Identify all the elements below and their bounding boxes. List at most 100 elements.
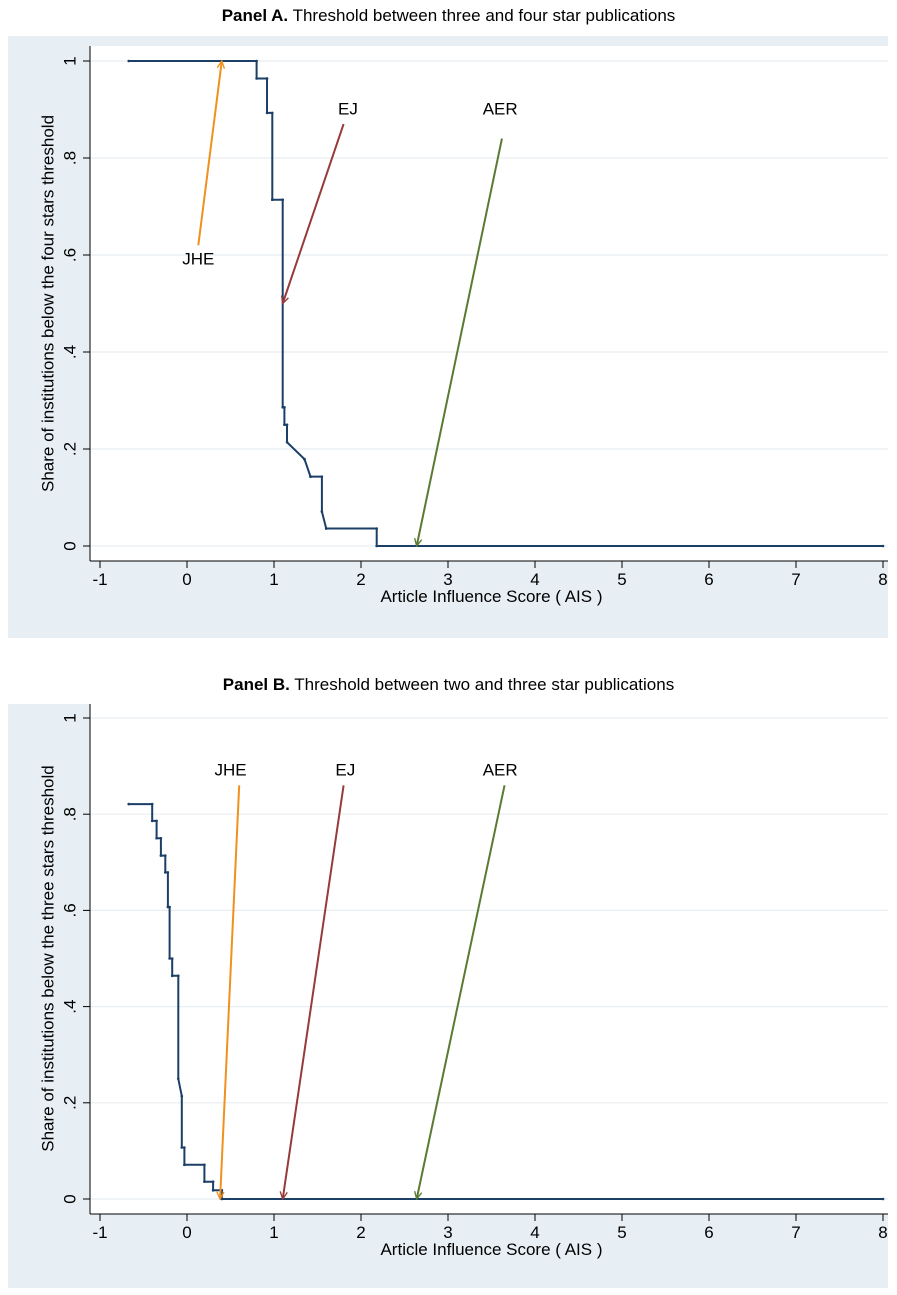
- aer-label: AER: [483, 761, 518, 780]
- series-point: [283, 423, 286, 427]
- y-tick-label: .2: [61, 442, 80, 456]
- x-tick-label: 7: [791, 1223, 800, 1242]
- ej-label: EJ: [338, 99, 358, 118]
- x-tick-label: 3: [443, 570, 452, 589]
- y-tick-label: .8: [61, 807, 80, 821]
- series-point: [881, 544, 885, 548]
- y-tick-label: 1: [61, 56, 80, 65]
- series-point: [255, 59, 258, 63]
- series-point: [270, 198, 274, 202]
- x-tick-label: 5: [617, 1223, 626, 1242]
- panel-a-title-bold: Panel A.: [221, 6, 289, 25]
- panel-a-title: Panel A. Threshold between three and fou…: [0, 6, 897, 26]
- series-point: [168, 905, 171, 909]
- series-point: [281, 198, 285, 202]
- series-point: [283, 405, 286, 409]
- series-point: [183, 1146, 186, 1149]
- series-point: [168, 957, 171, 960]
- y-tick-label: 0: [61, 541, 80, 550]
- x-tick-label: 8: [878, 1223, 887, 1242]
- series-point: [203, 1163, 206, 1167]
- aer-arrow: [417, 138, 503, 546]
- series-point: [285, 423, 289, 427]
- series-point: [180, 1094, 184, 1098]
- jhe-arrow: [197, 61, 221, 246]
- x-tick-label: 2: [356, 570, 365, 589]
- ej-label: EJ: [335, 761, 355, 780]
- y-tick-label: .4: [61, 1000, 80, 1014]
- series-point: [163, 854, 167, 857]
- y-tick-label: .2: [61, 1096, 80, 1110]
- x-tick-label: 7: [791, 570, 800, 589]
- x-axis-label: Article Influence Score ( AIS ): [380, 1240, 602, 1259]
- x-tick-label: 0: [182, 570, 191, 589]
- panel-a: 0 .2 .4 .6 .8 1 -1 0 1 2 3 4 5 6 7 8 Article Influence S…: [8, 36, 893, 638]
- x-tick-label: 4: [530, 1223, 539, 1242]
- series-point: [170, 974, 174, 978]
- series-point: [255, 77, 258, 80]
- series-point: [375, 544, 378, 548]
- ej-arrow: [283, 785, 345, 1199]
- series-point: [320, 510, 324, 513]
- y-tick-label: .6: [61, 248, 80, 262]
- panel-a-chart: 0 .2 .4 .6 .8 1 -1 0 1 2 3 4 5 6 7 8 Article Influence S…: [8, 36, 893, 638]
- series-point: [285, 440, 289, 444]
- series-point: [159, 854, 163, 857]
- series-point: [265, 111, 269, 115]
- x-tick-label: 2: [356, 1223, 365, 1242]
- series-point: [211, 1189, 215, 1192]
- y-tick-label: .6: [61, 903, 80, 917]
- y-tick-label: .8: [61, 151, 80, 165]
- x-axis-label: Article Influence Score ( AIS ): [380, 587, 602, 606]
- y-tick-label: 1: [61, 713, 80, 722]
- x-tick-label: 5: [617, 570, 626, 589]
- y-tick-label: 0: [61, 1194, 80, 1203]
- x-tick-label: -1: [92, 1223, 107, 1242]
- series-point: [150, 819, 154, 823]
- series-point: [324, 527, 328, 530]
- x-tick-label: 8: [878, 570, 887, 589]
- series-point: [183, 1163, 186, 1167]
- series-point: [180, 1146, 184, 1149]
- series-point: [320, 475, 324, 478]
- series-point: [303, 457, 306, 461]
- x-tick-label: 6: [704, 1223, 713, 1242]
- panel-b-title-text: Threshold between two and three star pub…: [294, 675, 675, 694]
- jhe-label: JHE: [182, 250, 214, 269]
- series-point: [375, 527, 378, 530]
- plot-area: [90, 46, 893, 561]
- x-tick-label: -1: [92, 570, 107, 589]
- panel-b: 0 .2 .4 .6 .8 1 -1 0 1 2 3 4 5 6 7 8 Article Influence S…: [8, 703, 893, 1288]
- x-tick-label: 6: [704, 570, 713, 589]
- aer-arrow: [417, 785, 506, 1199]
- step-series-line: [128, 803, 883, 1200]
- series-point: [270, 111, 274, 115]
- x-tick-label: 4: [530, 570, 539, 589]
- y-axis-label: Share of institutions below the four sta…: [39, 115, 58, 492]
- series-point: [211, 1180, 215, 1183]
- panel-b-title: Panel B. Threshold between two and three…: [0, 675, 897, 695]
- ej-arrow: [283, 123, 345, 303]
- series-point: [155, 819, 158, 823]
- series-point: [163, 871, 167, 874]
- x-tick-label: 1: [269, 570, 278, 589]
- series-point: [155, 836, 158, 840]
- series-point: [309, 475, 312, 478]
- series-point: [177, 974, 180, 978]
- jhe-label: JHE: [214, 761, 246, 780]
- series-point: [127, 59, 131, 63]
- panel-b-title-bold: Panel B.: [222, 675, 290, 694]
- y-tick-label: .4: [61, 345, 80, 359]
- series-point: [127, 802, 131, 806]
- x-tick-label: 3: [443, 1223, 452, 1242]
- panel-a-title-text: Threshold between three and four star pu…: [292, 6, 676, 25]
- series-point: [150, 802, 154, 806]
- jhe-arrow: [220, 785, 241, 1199]
- aer-label: AER: [483, 99, 518, 118]
- series-point: [265, 77, 269, 80]
- series-point: [159, 836, 163, 840]
- series-point: [166, 871, 170, 874]
- y-axis-label: Share of institutions below the three st…: [39, 765, 58, 1152]
- x-tick-label: 0: [182, 1223, 191, 1242]
- panel-b-chart: 0 .2 .4 .6 .8 1 -1 0 1 2 3 4 5 6 7 8 Article Influence S…: [8, 703, 893, 1288]
